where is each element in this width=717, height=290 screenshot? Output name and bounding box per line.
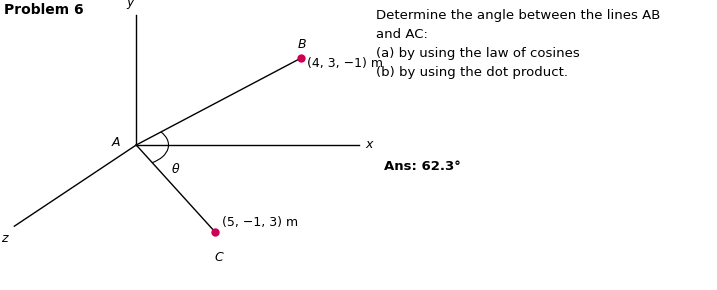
- Text: Problem 6: Problem 6: [4, 3, 83, 17]
- Text: x: x: [366, 139, 373, 151]
- Text: (4, 3, −1) m: (4, 3, −1) m: [307, 57, 383, 70]
- Text: C: C: [214, 251, 223, 264]
- Text: $\theta$: $\theta$: [171, 162, 181, 176]
- Text: y: y: [127, 0, 134, 9]
- Text: A: A: [112, 136, 120, 148]
- Text: z: z: [1, 232, 7, 245]
- Text: B: B: [298, 38, 306, 51]
- Text: Determine the angle between the lines AB
and AC:
(a) by using the law of cosines: Determine the angle between the lines AB…: [376, 9, 661, 79]
- Text: (5, −1, 3) m: (5, −1, 3) m: [222, 216, 298, 229]
- Text: Ans: 62.3°: Ans: 62.3°: [384, 160, 460, 173]
